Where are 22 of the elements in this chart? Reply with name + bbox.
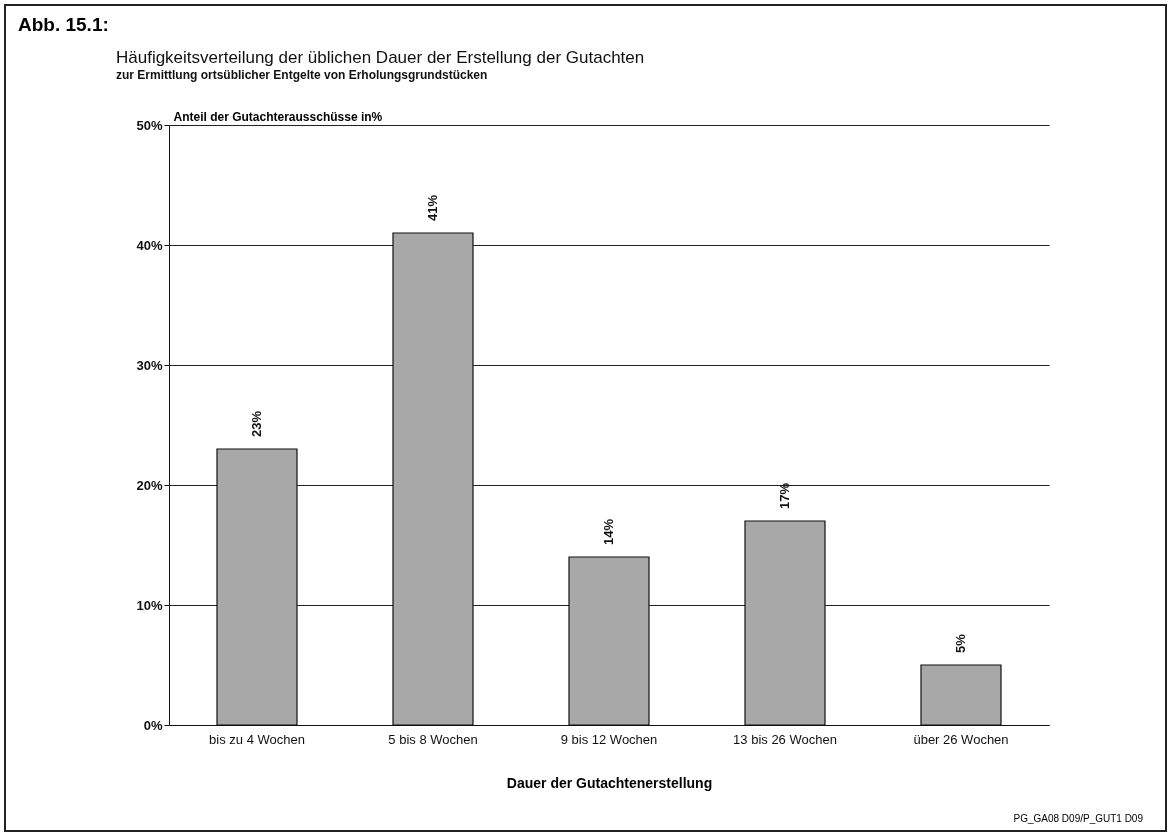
y-axis-title: Anteil der Gutachterausschüsse in% [173,109,383,124]
y-tick-label: 50% [136,117,163,133]
x-axis-title: Dauer der Gutachtenerstellung [506,774,713,791]
data-label: 17% [777,482,792,509]
y-tick-label: 40% [136,237,163,253]
x-tick-label: über 26 Wochen [913,731,1009,747]
data-label: 23% [249,410,264,437]
y-tick-label: 10% [136,597,163,613]
chart-subtitle: zur Ermittlung ortsüblicher Entgelte von Erholungsgrundstücken [115,68,488,82]
y-tick-label: 30% [136,357,163,373]
text: PG_GA08 D09/P_GUT1 D09 [1013,813,1143,824]
caption: Abb. 15.1: [18,14,109,36]
y-tick-label: 0% [143,717,163,733]
x-tick-label: 13 bis 26 Wochen [733,731,837,747]
y-tick-label: 20% [136,477,163,493]
data-label: 5% [953,633,968,653]
data-label: 14% [601,518,616,545]
x-tick-label: 5 bis 8 Wochen [388,731,478,747]
chart-title: Häufigkeitsverteilung der üblichen Dauer der Erstellung der Gutachten [115,48,645,67]
x-tick-label: 9 bis 12 Wochen [560,731,658,747]
x-tick-label: bis zu 4 Wochen [209,731,305,747]
data-label: 41% [425,194,440,221]
